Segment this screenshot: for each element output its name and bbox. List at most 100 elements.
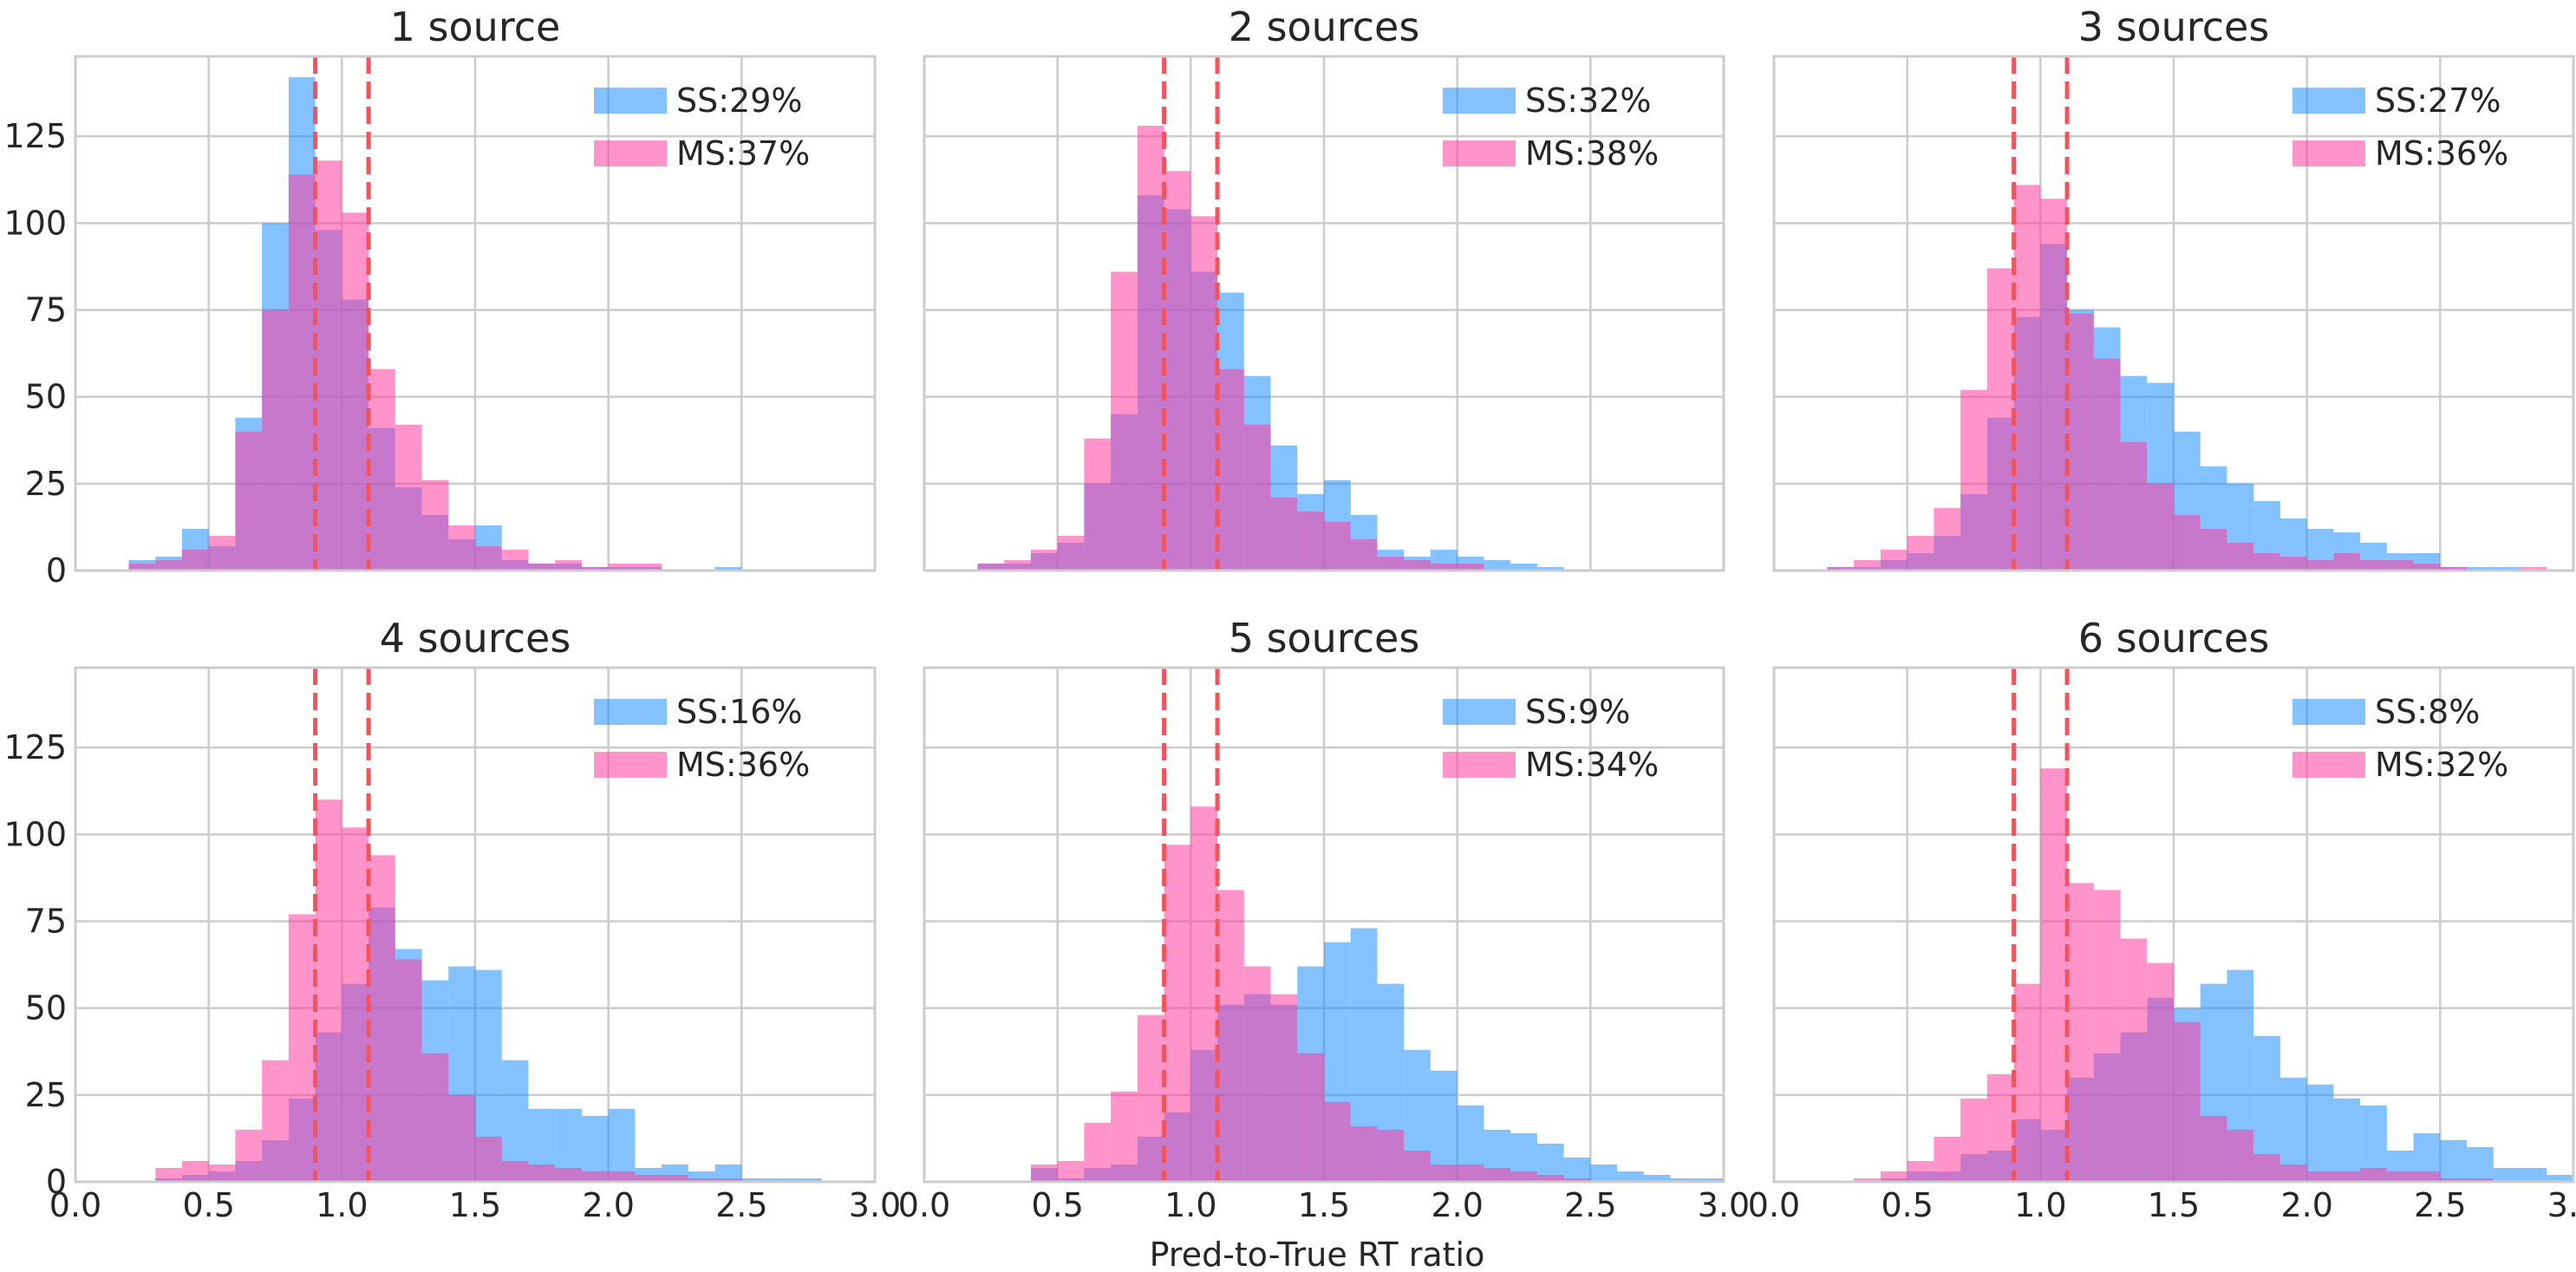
bar-ss [2333,1098,2361,1182]
bar-ms [181,1160,209,1182]
bar-ms [448,525,475,571]
bar-ms [2147,483,2174,571]
panel-frame [1772,666,2575,1184]
bar-ms [1350,538,1378,571]
panel-6: 6 sources 0.0 0.5 1.0 1.5 2.0 2.5 3.0 SS:8% MS:32… [1748,615,2576,1224]
bar-ms [1164,845,1191,1182]
bar-ms [155,1167,182,1182]
bar-ms [2067,883,2094,1182]
x-tick-label: 1.5 [449,1186,501,1224]
bar-ms [288,914,316,1182]
bar-ss [2493,1167,2521,1182]
bar-ms [1960,1098,1987,1182]
x-tick-label: 0.0 [49,1186,101,1224]
bar-ms [1270,497,1298,571]
legend-swatch-ss [2292,88,2365,114]
bar-ms [368,855,395,1182]
y-tick-label: 50 [25,378,67,416]
bar-ss [741,1177,769,1182]
bar-ss [2520,1167,2547,1182]
bar-ss [2467,566,2494,571]
y-tick-label: 50 [25,989,67,1027]
bar-ms [1030,1164,1058,1182]
bar-ms [1854,1177,1881,1182]
bar-ms [1404,559,1431,571]
bar-ms [528,1164,556,1182]
bar-ms [2174,1021,2201,1182]
bar-ss [714,1164,742,1182]
bar-ms [128,563,156,571]
panel-title: 6 sources [2078,615,2270,662]
bar-ms [1880,549,1908,571]
bar-ss [2306,1084,2334,1182]
legend-swatch-ss [1443,699,1516,725]
legend-label-ms: MS:36% [2375,134,2508,173]
bar-ms [1270,994,1298,1182]
bar-ms [1934,507,1961,571]
legend-label-ms: MS:36% [676,746,810,784]
bar-ms [2013,185,2041,571]
bar-ms [1057,1160,1085,1182]
bar-ms [1084,1122,1112,1182]
bar-ms [1004,559,1031,571]
legend-label-ss: SS:8% [2375,693,2480,731]
bar-ms [181,549,209,571]
legend-label-ss: SS:29% [676,82,803,120]
legend-swatch-ms [1443,752,1516,778]
bar-ms [1536,1174,1564,1182]
legend-swatch-ms [594,140,667,166]
bar-ms [2120,938,2148,1182]
bar-ms [2386,1171,2414,1182]
bar-ms [1243,424,1271,571]
bar-ms [475,545,502,571]
bar-ms [1243,966,1271,1182]
bar-ms [1217,890,1244,1182]
bar-ss [2467,1146,2494,1182]
bar-ms [342,827,369,1182]
bar-ms [1430,563,1458,571]
bar-ss [714,566,742,571]
bar-ms [1297,1053,1324,1182]
y-tick-label: 0 [46,551,67,590]
bar-ms [2333,552,2361,571]
bar-ms [555,1167,582,1182]
bar-ms [2013,983,2041,1182]
legend-swatch-ms [594,752,667,778]
bar-ms [1484,1167,1511,1182]
x-tick-label: 2.0 [1431,1186,1483,1224]
bar-ms [1350,1125,1378,1182]
panel-frame [923,55,1725,572]
bar-ms [2174,514,2201,571]
bar-ms [2279,1164,2307,1182]
bar-ms [2360,559,2387,571]
bar-ss [794,1177,822,1182]
bar-ms [2253,552,2280,571]
bar-ms [688,1177,715,1182]
legend-label-ms: MS:34% [1525,746,1659,784]
bar-ms [2467,1177,2494,1182]
x-tick-label: 0.5 [1881,1186,1933,1224]
bar-ms [1960,389,1987,571]
y-tick-label: 100 [3,204,67,242]
panel-title: 3 sources [2078,3,2270,50]
panel-frame [74,666,877,1184]
bar-ms [342,212,369,571]
x-tick-label: 1.0 [2014,1186,2066,1224]
bar-ms [208,535,236,571]
bar-ms [581,566,609,571]
x-tick-label: 0.0 [1748,1186,1800,1224]
bar-ms [1190,806,1218,1182]
y-tick-label: 75 [25,902,67,940]
bar-ms [2067,313,2094,571]
bar-ss [2440,1139,2468,1182]
legend-label-ms: MS:37% [676,134,810,173]
bar-ms [1137,126,1164,571]
bar-ms [2440,1177,2468,1182]
panel-title: 4 sources [380,615,571,662]
y-tick-label: 75 [25,290,67,329]
x-tick-label: 2.5 [1564,1186,1616,1224]
bar-ms [1030,549,1058,571]
panel-frame [1772,55,2575,572]
panel-title: 1 source [390,3,561,50]
bar-ms [714,1177,742,1182]
